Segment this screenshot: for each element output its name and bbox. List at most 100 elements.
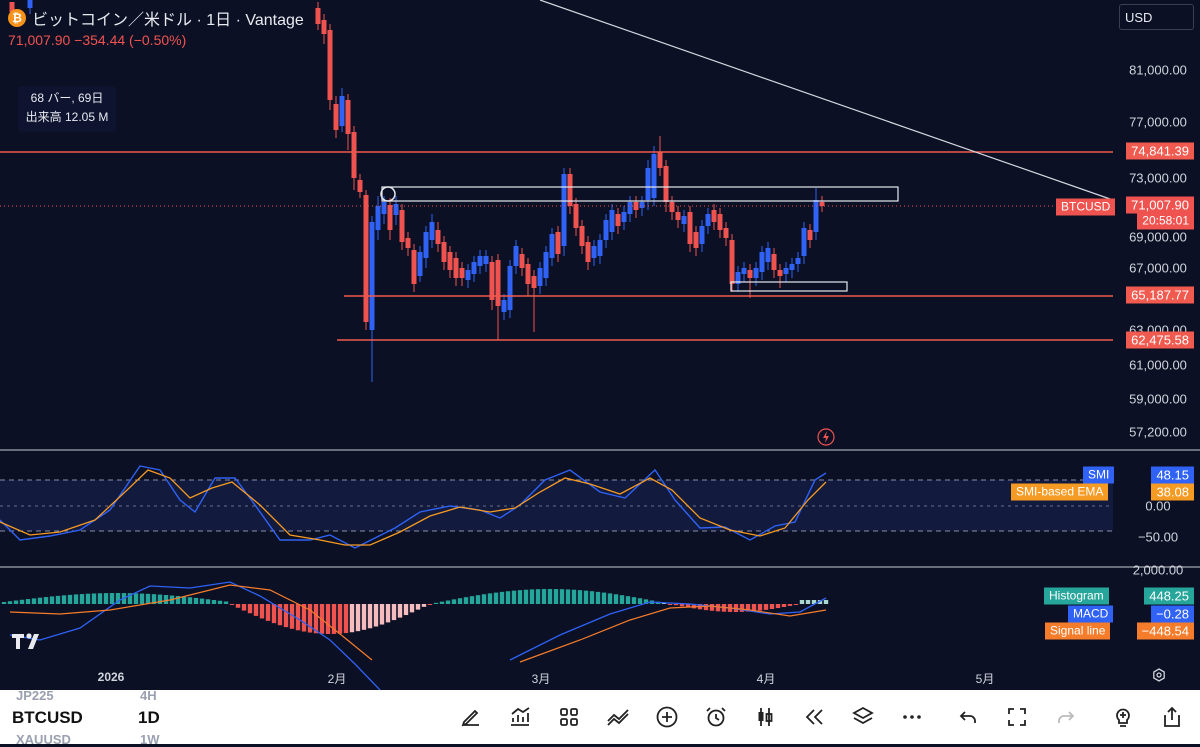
layout-grid-icon[interactable] xyxy=(556,704,582,730)
histogram-bar xyxy=(619,595,625,604)
histogram-bar xyxy=(211,600,217,604)
histogram-bar xyxy=(577,590,583,604)
lightning-icon[interactable] xyxy=(817,428,835,446)
macd-label: MACD xyxy=(1068,605,1114,623)
histogram-bar xyxy=(247,604,253,614)
candle-body xyxy=(741,268,747,274)
histogram-bar xyxy=(415,604,421,610)
level-label-upper[interactable]: 74,841.39 xyxy=(1126,142,1194,160)
candle-body xyxy=(567,174,573,206)
histogram-bar xyxy=(775,604,781,609)
histogram-bar xyxy=(799,600,805,604)
candle-body xyxy=(657,152,663,168)
histogram-bar xyxy=(67,594,73,604)
histogram-bar xyxy=(541,589,547,604)
time-label-feb: 2月 xyxy=(327,672,347,686)
candle-body xyxy=(735,272,741,284)
histogram-bar xyxy=(97,593,103,604)
histogram-bar xyxy=(811,600,817,604)
histogram-bar xyxy=(25,599,31,604)
candle-body xyxy=(441,242,447,262)
candle-body xyxy=(555,232,561,254)
fullscreen-icon[interactable] xyxy=(1004,704,1030,730)
redo-icon[interactable] xyxy=(1053,704,1079,730)
zone-rectangle-lower xyxy=(730,281,848,292)
undo-icon[interactable] xyxy=(955,704,981,730)
candle-body xyxy=(771,254,777,270)
candle-body xyxy=(753,268,759,278)
histogram-bar xyxy=(397,604,403,618)
candle-body xyxy=(621,212,627,222)
idea-bulb-icon[interactable] xyxy=(1110,704,1136,730)
histogram-bar xyxy=(403,604,409,616)
symbol-button[interactable]: BTCUSD xyxy=(12,708,83,727)
histogram-bar xyxy=(379,604,385,625)
indicator-chart-icon[interactable] xyxy=(507,704,533,730)
histogram-bar xyxy=(85,593,91,604)
time-label-mar: 3月 xyxy=(531,672,551,686)
histogram-bar xyxy=(91,593,97,604)
ghost-tf-2: 1W xyxy=(140,732,160,747)
candle-body xyxy=(663,166,669,202)
candle-body xyxy=(339,96,345,126)
histogram-bar xyxy=(217,600,223,604)
candle-body xyxy=(465,270,471,280)
add-plus-icon[interactable] xyxy=(654,704,680,730)
price-tick: 81,000.00 xyxy=(1129,62,1187,78)
candle-body xyxy=(573,204,579,228)
histogram-bar xyxy=(523,589,529,604)
histogram-bar xyxy=(475,595,481,604)
candle-body xyxy=(813,200,819,232)
layers-icon[interactable] xyxy=(850,704,876,730)
histogram-bar xyxy=(529,589,535,604)
histogram-bar xyxy=(709,604,715,611)
histogram-bar xyxy=(637,598,643,604)
candle-body xyxy=(675,212,681,220)
zone-rectangle-upper xyxy=(381,186,899,202)
chart-header[interactable]: ₿ ビットコイン／米ドル · 1日 · Vantage xyxy=(8,6,304,30)
candle-body xyxy=(501,300,507,312)
histogram-bar xyxy=(445,600,451,604)
candle-body xyxy=(453,258,459,278)
draw-pen-icon[interactable] xyxy=(458,704,484,730)
histogram-bar xyxy=(763,604,769,610)
histogram-bar xyxy=(511,590,517,604)
alarm-clock-icon[interactable] xyxy=(703,704,729,730)
price-tick: 57,200.00 xyxy=(1129,424,1187,440)
candle-body xyxy=(381,202,387,214)
histogram-bar xyxy=(175,596,181,604)
countdown-label: 20:58:01 xyxy=(1137,212,1194,230)
histogram-bar xyxy=(79,594,85,604)
histogram-bar xyxy=(535,589,541,604)
price-tick: 69,000.00 xyxy=(1129,229,1187,245)
currency-select[interactable]: USD xyxy=(1119,4,1194,30)
candle-body xyxy=(711,210,717,222)
candle-body xyxy=(615,214,621,226)
level-label-lower[interactable]: 62,475.58 xyxy=(1126,331,1194,349)
histogram-bar xyxy=(355,604,361,632)
histogram-bar xyxy=(781,604,787,608)
histogram-bar xyxy=(277,604,283,626)
histogram-bar xyxy=(151,594,157,604)
histogram-bar xyxy=(337,604,343,634)
candle-body xyxy=(519,254,525,268)
histogram-bar xyxy=(139,593,145,604)
candle-body xyxy=(471,262,477,274)
chart-settings-icon[interactable] xyxy=(1152,668,1166,682)
histogram-bar xyxy=(583,590,589,604)
more-options-icon[interactable] xyxy=(899,704,925,730)
replay-icon[interactable] xyxy=(801,704,827,730)
macd-value: −0.28 xyxy=(1151,605,1194,623)
current-price-label: 71,007.90 xyxy=(1126,196,1194,214)
histogram-bar xyxy=(481,594,487,604)
histogram-bar xyxy=(601,592,607,604)
level-label-mid[interactable]: 65,187.77 xyxy=(1126,286,1194,304)
timeframe-button[interactable]: 1D xyxy=(138,708,160,727)
candle-type-icon[interactable] xyxy=(752,704,778,730)
histogram-bar xyxy=(685,604,691,608)
candle-body xyxy=(705,214,711,226)
chart-canvas[interactable] xyxy=(0,0,1200,690)
compare-lines-icon[interactable] xyxy=(605,704,631,730)
share-icon[interactable] xyxy=(1159,704,1185,730)
histogram-bar xyxy=(625,596,631,604)
